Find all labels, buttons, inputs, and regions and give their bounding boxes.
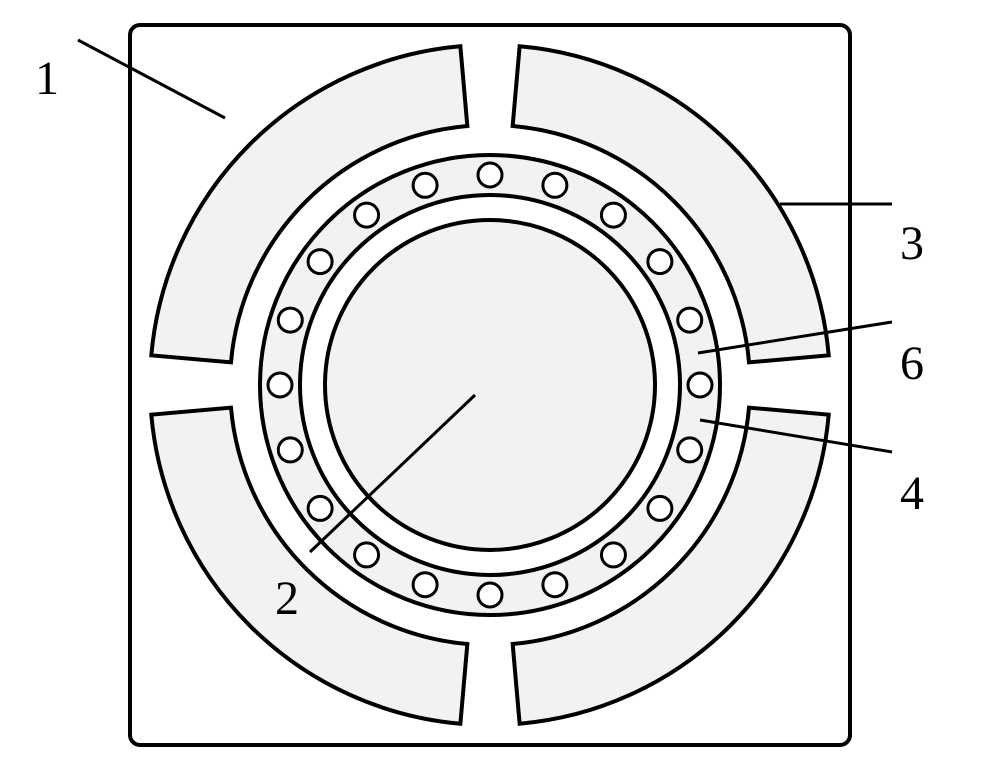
via-hole [543,573,567,597]
via-hole [601,543,625,567]
via-hole [308,496,332,520]
label-3: 3 [900,220,924,268]
label-4: 4 [900,470,924,518]
label-6: 6 [900,340,924,388]
label-2: 2 [275,575,299,623]
via-hole [278,308,302,332]
via-hole [478,163,502,187]
central-disc [325,220,655,550]
via-hole [355,203,379,227]
via-hole [413,173,437,197]
via-hole [478,583,502,607]
via-hole [648,250,672,274]
via-hole [601,203,625,227]
via-hole [308,250,332,274]
via-hole [413,573,437,597]
label-1: 1 [35,55,59,103]
via-hole [648,496,672,520]
via-hole [268,373,292,397]
via-hole [543,173,567,197]
via-hole [355,543,379,567]
diagram-svg [0,0,1000,759]
via-hole [278,438,302,462]
via-hole [678,438,702,462]
via-hole [678,308,702,332]
via-hole [688,373,712,397]
